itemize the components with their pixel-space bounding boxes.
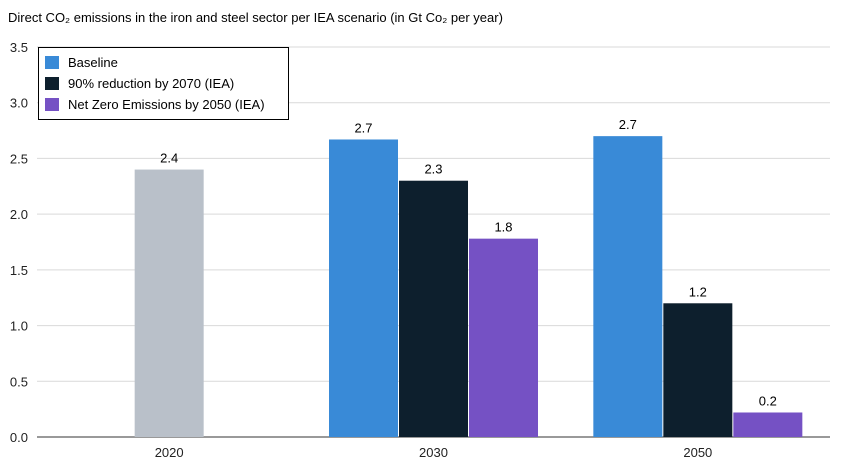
legend-box: [38, 47, 289, 120]
x-tick-label: 2050: [683, 445, 712, 460]
legend-swatch: [45, 56, 59, 69]
legend-label: Net Zero Emissions by 2050 (IEA): [68, 97, 265, 112]
bar-2050-series-3: [733, 412, 803, 437]
bar-2030-series-3: [469, 238, 538, 437]
y-tick-label: 2.0: [10, 207, 28, 222]
data-label: 2.7: [354, 120, 372, 135]
legend-label: Baseline: [68, 55, 118, 70]
x-axis: 2020 2030 2050: [155, 445, 713, 460]
y-tick-label: 2.5: [10, 151, 28, 166]
chart-title: Direct CO₂ emissions in the iron and ste…: [8, 10, 503, 25]
x-tick-label: 2030: [419, 445, 448, 460]
y-tick-label: 0.5: [10, 374, 28, 389]
legend: Baseline 90% reduction by 2070 (IEA) Net Z…: [38, 47, 289, 120]
y-tick-label: 1.0: [10, 319, 28, 334]
y-tick-label: 0.0: [10, 430, 28, 445]
bar-2020-series-0: [134, 169, 204, 438]
data-label: 1.2: [689, 284, 707, 299]
legend-swatch: [45, 98, 59, 111]
data-label: 2.4: [160, 151, 178, 166]
x-tick-label: 2020: [155, 445, 184, 460]
bar-2050-series-2: [663, 303, 733, 437]
legend-label: 90% reduction by 2070 (IEA): [68, 76, 234, 91]
legend-swatch: [45, 77, 59, 90]
data-label: 0.2: [759, 393, 777, 408]
y-axis: 0.0 0.5 1.0 1.5 2.0 2.5 3.0 3.5: [10, 40, 28, 445]
bar-2030-series-1: [329, 139, 398, 437]
y-tick-label: 3.5: [10, 40, 28, 55]
bar-2050-series-1: [593, 136, 663, 437]
y-tick-label: 3.0: [10, 96, 28, 111]
data-label: 2.3: [424, 162, 442, 177]
y-tick-label: 1.5: [10, 263, 28, 278]
bar-2030-series-2: [399, 180, 468, 437]
bars: 2.4 2.7 2.3 1.8 2.7 1.2 0.2: [134, 117, 803, 438]
data-label: 2.7: [619, 117, 637, 132]
data-label: 1.8: [494, 220, 512, 235]
